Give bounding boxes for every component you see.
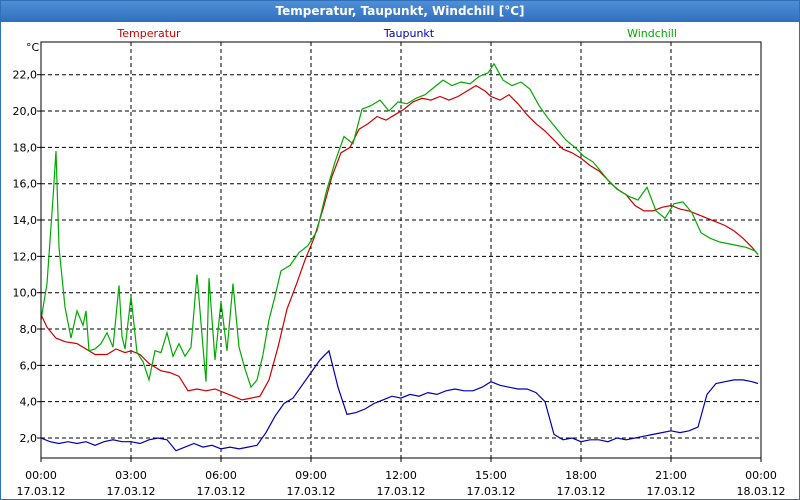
series-lines: [40, 62, 759, 452]
y-tick-label: 2,0: [20, 432, 38, 445]
x-tick-time-label: 21:00: [655, 469, 687, 482]
x-tick-time-label: 12:00: [385, 469, 417, 482]
x-tick-date-label: 17.03.12: [647, 485, 696, 498]
x-tick-date-label: 17.03.12: [287, 485, 336, 498]
x-tick-time-label: 03:00: [115, 469, 147, 482]
legend-entry-taupunkt: Taupunkt: [383, 27, 435, 40]
x-tick-time-label: 15:00: [475, 469, 507, 482]
x-tick-date-label: 18.03.12: [737, 485, 786, 498]
y-tick-label: 20,0: [13, 105, 38, 118]
x-tick-time-label: 00:00: [25, 469, 57, 482]
x-tick-date-label: 17.03.12: [467, 485, 516, 498]
grid: [41, 42, 761, 458]
y-axis-ticks: 2,0 4,0 6,0 8,0 10,0 12,0 14,0 16,0 18,0 20,0 22,0: [13, 69, 41, 445]
y-tick-label: 10,0: [13, 287, 38, 300]
window-title: Temperatur, Taupunkt, Windchill [°C]: [1, 1, 799, 22]
series-line-taupunkt: [40, 349, 759, 452]
y-tick-label: 12,0: [13, 250, 38, 263]
x-tick-time-label: 09:00: [295, 469, 327, 482]
series-line-temperatur: [40, 84, 759, 401]
legend-entry-windchill: Windchill: [627, 27, 677, 40]
y-tick-label: 14,0: [13, 214, 38, 227]
y-axis-unit-label: °C: [26, 41, 40, 54]
legend: Temperatur Taupunkt Windchill: [116, 27, 677, 40]
y-tick-label: 22,0: [13, 69, 38, 82]
y-tick-label: 6,0: [20, 359, 38, 372]
x-tick-date-label: 17.03.12: [107, 485, 156, 498]
series-line-windchill: [40, 62, 759, 389]
x-tick-time-label: 18:00: [565, 469, 597, 482]
x-tick-date-label: 17.03.12: [557, 485, 606, 498]
y-tick-label: 8,0: [20, 323, 38, 336]
legend-entry-temperatur: Temperatur: [116, 27, 181, 40]
y-tick-label: 18,0: [13, 141, 38, 154]
y-tick-label: 4,0: [20, 396, 38, 409]
x-tick-date-label: 17.03.12: [17, 485, 66, 498]
x-tick-date-label: 17.03.12: [197, 485, 246, 498]
x-tick-time-label: 00:00: [745, 469, 777, 482]
x-axis-ticks: 00:00 17.03.12 03:00 17.03.12 06:00 17.03.12 0…: [17, 458, 786, 498]
x-tick-time-label: 06:00: [205, 469, 237, 482]
x-tick-date-label: 17.03.12: [377, 485, 426, 498]
y-tick-label: 16,0: [13, 178, 38, 191]
